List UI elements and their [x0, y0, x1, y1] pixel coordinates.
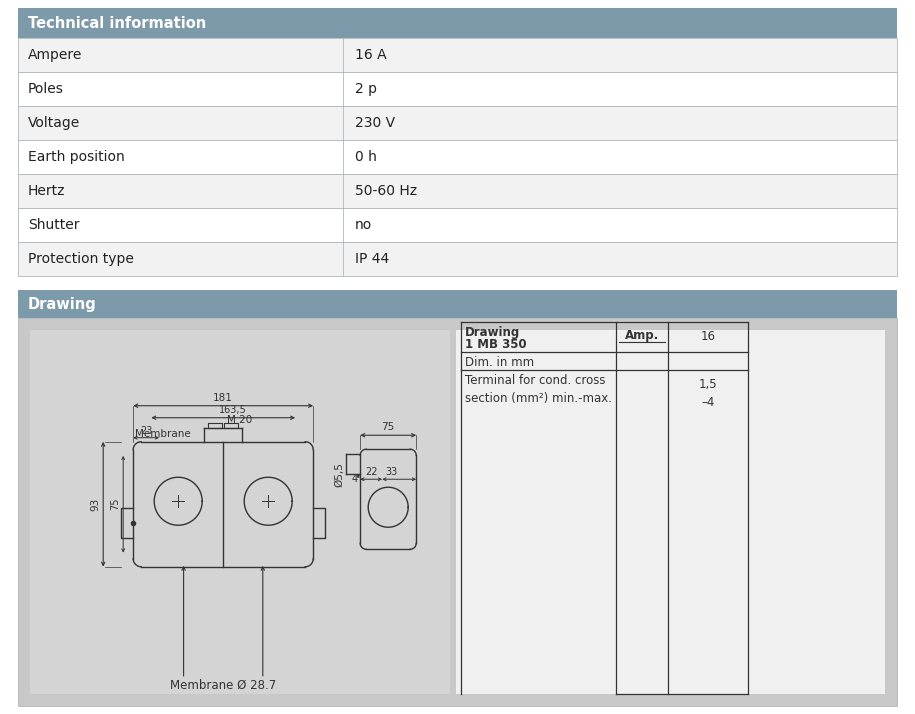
FancyBboxPatch shape — [18, 140, 897, 174]
Text: Dim. in mm: Dim. in mm — [465, 356, 534, 369]
Text: Poles: Poles — [28, 82, 64, 96]
Text: 33: 33 — [385, 467, 397, 477]
Text: 1 MB 350: 1 MB 350 — [465, 338, 527, 351]
Text: Technical information: Technical information — [28, 16, 206, 31]
Text: Ampere: Ampere — [28, 48, 82, 62]
Text: Membrane Ø 28.7: Membrane Ø 28.7 — [170, 679, 276, 692]
Text: 75: 75 — [382, 422, 395, 432]
Text: Terminal for cond. cross
section (mm²) min.-max.: Terminal for cond. cross section (mm²) m… — [465, 374, 612, 405]
FancyBboxPatch shape — [30, 330, 450, 694]
Text: Voltage: Voltage — [28, 116, 81, 130]
Text: 22: 22 — [365, 467, 378, 477]
Text: Hertz: Hertz — [28, 184, 66, 198]
FancyBboxPatch shape — [18, 290, 897, 318]
Text: IP 44: IP 44 — [355, 252, 390, 266]
FancyBboxPatch shape — [18, 318, 897, 706]
Text: 163,5: 163,5 — [220, 405, 247, 415]
Text: Drawing: Drawing — [28, 296, 97, 311]
Text: 93: 93 — [91, 498, 101, 511]
Text: 2 p: 2 p — [355, 82, 377, 96]
Text: 50-60 Hz: 50-60 Hz — [355, 184, 417, 198]
FancyBboxPatch shape — [18, 242, 897, 276]
Text: 16: 16 — [701, 329, 716, 343]
Text: 4: 4 — [351, 474, 358, 484]
Text: Drawing: Drawing — [465, 326, 521, 339]
Text: Protection type: Protection type — [28, 252, 134, 266]
Text: 0 h: 0 h — [355, 150, 377, 164]
Text: Ø5,5: Ø5,5 — [334, 462, 344, 487]
Text: Membrane: Membrane — [135, 428, 191, 438]
Text: M 20: M 20 — [227, 415, 253, 425]
Text: 75: 75 — [110, 498, 120, 511]
Text: 1,5
–4: 1,5 –4 — [699, 378, 717, 409]
Text: Earth position: Earth position — [28, 150, 124, 164]
FancyBboxPatch shape — [456, 330, 885, 694]
Text: Shutter: Shutter — [28, 218, 80, 232]
Text: 16 A: 16 A — [355, 48, 387, 62]
Text: Amp.: Amp. — [625, 329, 659, 343]
Text: 230 V: 230 V — [355, 116, 395, 130]
Text: no: no — [355, 218, 372, 232]
FancyBboxPatch shape — [18, 38, 897, 72]
Text: 181: 181 — [213, 393, 233, 403]
FancyBboxPatch shape — [18, 8, 897, 38]
FancyBboxPatch shape — [18, 106, 897, 140]
Text: 23: 23 — [140, 426, 153, 436]
FancyBboxPatch shape — [18, 72, 897, 106]
FancyBboxPatch shape — [18, 174, 897, 208]
FancyBboxPatch shape — [18, 208, 897, 242]
